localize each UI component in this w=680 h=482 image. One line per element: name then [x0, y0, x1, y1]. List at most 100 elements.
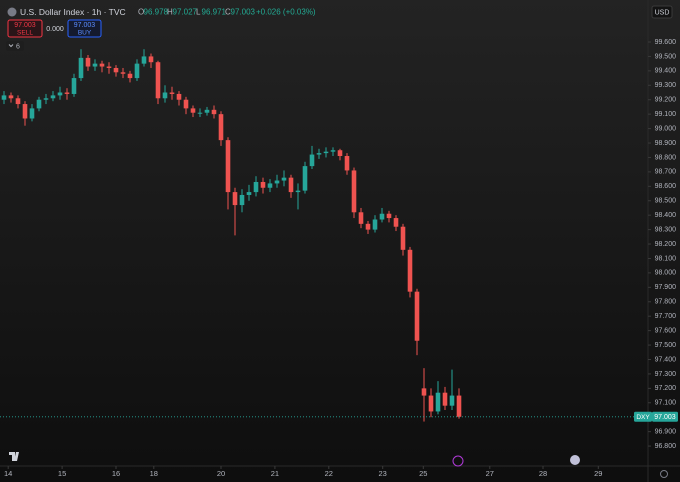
- buy-price[interactable]: 97.003: [74, 22, 96, 29]
- y-tick-label: 98.000: [655, 270, 677, 277]
- ohlc-value: 96.978: [144, 8, 169, 17]
- candle-body: [64, 92, 70, 94]
- candle-body: [99, 63, 105, 67]
- candle-body: [120, 72, 126, 74]
- candle-body: [246, 192, 252, 195]
- candle-body: [211, 109, 217, 115]
- y-tick-label: 97.500: [655, 342, 677, 349]
- candle-body: [323, 151, 329, 154]
- candle-body: [358, 212, 364, 224]
- y-tick-label: 99.100: [655, 111, 677, 118]
- candle-body: [232, 192, 238, 206]
- candle-body: [127, 73, 133, 79]
- currency-box[interactable]: [651, 5, 673, 19]
- indicator-count[interactable]: 6: [16, 43, 20, 50]
- x-tick-label: 23: [379, 469, 387, 478]
- candle-body: [78, 57, 84, 79]
- y-tick-label: 99.300: [655, 82, 677, 89]
- y-tick-label: 98.600: [655, 183, 677, 190]
- y-tick-label: 99.200: [655, 97, 677, 104]
- candle-body: [393, 218, 399, 227]
- candle-body: [169, 92, 175, 94]
- x-tick-label: 22: [325, 469, 333, 478]
- candle-body: [372, 219, 378, 230]
- buy-label[interactable]: BUY: [78, 30, 92, 37]
- candle-body: [267, 183, 273, 188]
- currency[interactable]: USD: [655, 9, 670, 16]
- candle-body: [428, 395, 434, 412]
- price-tag-value: 97.003: [654, 414, 676, 421]
- y-tick-label: 97.800: [655, 299, 677, 306]
- candle-body: [365, 223, 371, 230]
- y-tick-label: 98.700: [655, 169, 677, 176]
- y-tick-label: 98.800: [655, 154, 677, 161]
- ohlc-value: 97.003: [231, 8, 256, 17]
- candle-body: [176, 93, 182, 100]
- candle-body: [43, 98, 49, 100]
- change: +0.026 (+0.03%): [256, 8, 316, 17]
- candle-body: [344, 156, 350, 171]
- event-flag-icon: [570, 455, 580, 465]
- candle-body: [22, 104, 28, 119]
- candle-body: [50, 95, 56, 99]
- y-tick-label: 97.100: [655, 400, 677, 407]
- x-tick-label: 16: [112, 469, 120, 478]
- symbol-icon: [7, 7, 17, 17]
- settings-icon[interactable]: [660, 470, 668, 478]
- y-tick-label: 98.900: [655, 140, 677, 147]
- y-tick-label: 99.400: [655, 68, 677, 75]
- y-tick-label: 98.500: [655, 198, 677, 205]
- y-tick-label: 97.200: [655, 385, 677, 392]
- x-tick-label: 15: [58, 469, 66, 478]
- candle-body: [400, 226, 406, 250]
- y-tick-label: 96.800: [655, 443, 677, 450]
- candle-body: [274, 180, 280, 184]
- candle-body: [309, 154, 315, 167]
- candle-body: [92, 63, 98, 67]
- y-tick-label: 98.100: [655, 255, 677, 262]
- symbol-title: U.S. Dollar Index · 1h · TVC: [20, 7, 126, 17]
- candle-body: [330, 150, 336, 152]
- candle-body: [1, 95, 7, 100]
- y-tick-label: 97.300: [655, 371, 677, 378]
- candle-body: [113, 67, 119, 73]
- candle-body: [456, 395, 462, 417]
- candle-body: [351, 170, 357, 213]
- y-tick-label: 99.500: [655, 53, 677, 60]
- y-tick-label: 96.900: [655, 428, 677, 435]
- candle-body: [449, 395, 455, 406]
- candle-body: [435, 392, 441, 412]
- buy-button[interactable]: [67, 19, 102, 38]
- candle-body: [295, 190, 301, 193]
- ohlc-value: 96.971: [202, 8, 227, 17]
- candle-body: [302, 166, 308, 191]
- candle-body: [155, 62, 161, 99]
- spread: 0.000: [46, 26, 64, 33]
- y-tick-label: 98.400: [655, 212, 677, 219]
- x-tick-label: 27: [486, 469, 494, 478]
- y-tick-label: 98.200: [655, 241, 677, 248]
- y-tick-label: 97.600: [655, 327, 677, 334]
- x-tick-label: 29: [594, 469, 602, 478]
- candle-body: [148, 56, 154, 63]
- candle-body: [260, 181, 266, 188]
- candle-body: [316, 153, 322, 155]
- x-tick-label: 21: [271, 469, 279, 478]
- candle-body: [15, 98, 21, 105]
- ohlc-label: H: [167, 8, 173, 17]
- x-tick-label: 28: [539, 469, 547, 478]
- ohlc-label: O: [138, 8, 144, 17]
- sell-label[interactable]: SELL: [17, 30, 33, 37]
- indicators-toggle[interactable]: [6, 41, 24, 51]
- candle-body: [379, 213, 385, 220]
- sell-button[interactable]: [7, 19, 43, 38]
- candle-body: [190, 108, 196, 113]
- x-tick-label: 25: [419, 469, 427, 478]
- price-tag-label: DXY: [636, 414, 650, 421]
- candle-body: [414, 291, 420, 341]
- y-tick-label: 99.600: [655, 39, 677, 46]
- candle-body: [442, 392, 448, 406]
- sell-price[interactable]: 97.003: [14, 22, 36, 29]
